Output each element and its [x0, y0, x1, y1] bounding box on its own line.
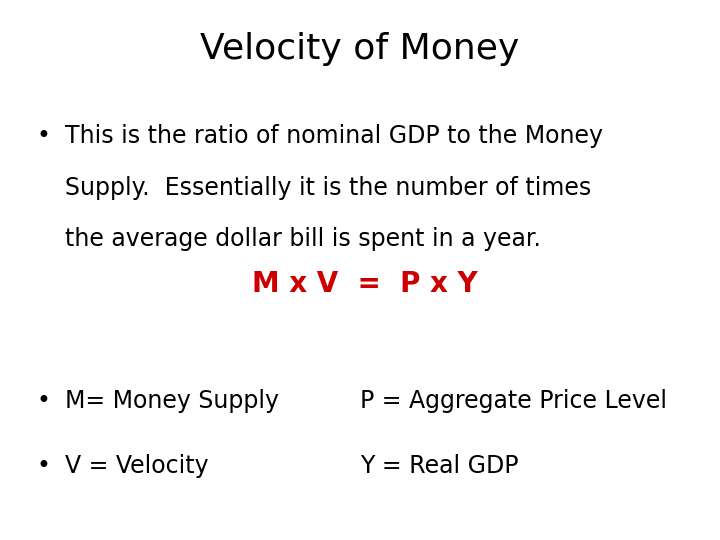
Text: •: •	[36, 124, 50, 148]
Text: •: •	[36, 389, 50, 413]
Text: P = Aggregate Price Level: P = Aggregate Price Level	[360, 389, 667, 413]
Text: M x V  =  P x Y: M x V = P x Y	[252, 270, 478, 298]
Text: the average dollar bill is spent in a year.: the average dollar bill is spent in a ye…	[65, 227, 541, 251]
Text: •: •	[36, 454, 50, 477]
Text: Velocity of Money: Velocity of Money	[200, 32, 520, 66]
Text: Supply.  Essentially it is the number of times: Supply. Essentially it is the number of …	[65, 176, 591, 199]
Text: Y = Real GDP: Y = Real GDP	[360, 454, 518, 477]
Text: M= Money Supply: M= Money Supply	[65, 389, 279, 413]
Text: This is the ratio of nominal GDP to the Money: This is the ratio of nominal GDP to the …	[65, 124, 603, 148]
Text: V = Velocity: V = Velocity	[65, 454, 208, 477]
